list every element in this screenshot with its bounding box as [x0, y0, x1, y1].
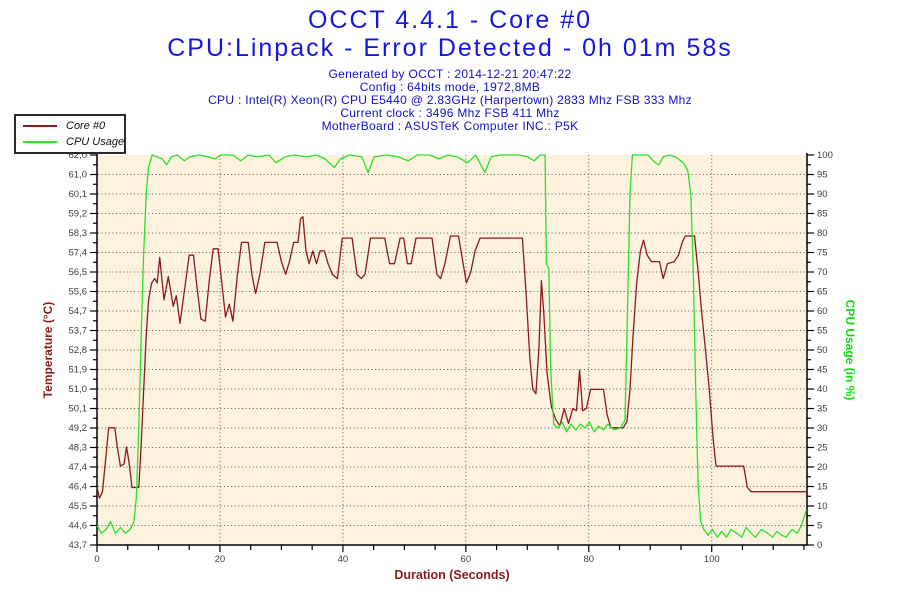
y-right-tick-label: 75 [817, 248, 828, 259]
y-right-tick-label: 90 [817, 189, 828, 200]
generation-info: Generated by OCCT : 2014-12-21 20:47:22 … [0, 68, 900, 133]
page-title: OCCT 4.4.1 - Core #0 [307, 6, 593, 34]
temperature-curve [96, 216, 807, 499]
y-right-tick-label: 35 [817, 404, 828, 415]
y-left-tick-label: 45,5 [69, 501, 88, 512]
legend-label-cpu-usage: CPU Usage [66, 136, 125, 148]
y-left-tick-label: 57,4 [69, 248, 88, 259]
y-left-tick-label: 52,8 [69, 345, 88, 356]
x-axis-title: Duration (Seconds) [394, 568, 509, 582]
y-left-tick-label: 61,0 [69, 170, 88, 181]
legend-item-core0: Core #0 [16, 118, 124, 134]
chart-legend: Core #0 CPU Usage [14, 114, 126, 154]
y-right-tick-label: 25 [817, 443, 828, 454]
tick-marks [90, 154, 814, 552]
y-right-axis-title: CPU Usage (in %) [843, 300, 857, 401]
info-generated-by: Generated by OCCT : 2014-12-21 20:47:22 [328, 67, 572, 81]
y-right-tick-label: 95 [817, 170, 828, 181]
y-right-tick-label: 45 [817, 365, 828, 376]
x-tick-label: 40 [338, 554, 349, 565]
y-left-tick-label: 50,1 [69, 404, 88, 415]
x-tick-label: 80 [583, 554, 594, 565]
plot-area [97, 155, 807, 545]
y-right-tick-label: 70 [817, 267, 828, 278]
y-right-tick-label: 30 [817, 423, 828, 434]
y-right-tick-label: 50 [817, 345, 828, 356]
y-right-tick-label: 40 [817, 384, 828, 395]
info-config: Config : 64bits mode, 1972,8MB [359, 80, 541, 94]
y-left-tick-label: 44,6 [69, 521, 88, 532]
y-left-tick-label: 51,9 [69, 365, 88, 376]
x-tick-label: 20 [215, 554, 226, 565]
y-left-tick-label: 53,7 [69, 326, 88, 337]
legend-label-core0: Core #0 [66, 120, 106, 132]
y-left-tick-label: 46,4 [69, 482, 88, 493]
x-tick-label: 0 [94, 554, 99, 565]
y-right-tick-label: 15 [817, 482, 828, 493]
axes [96, 153, 808, 546]
cpu-usage-line-swatch [23, 141, 57, 143]
core0-line-swatch [23, 125, 57, 127]
y-left-tick-label: 47,4 [69, 462, 88, 473]
grid [98, 155, 807, 544]
y-right-tick-label: 60 [817, 306, 828, 317]
y-left-tick-label: 56,5 [69, 267, 88, 278]
y-left-tick-label: 59,2 [69, 209, 88, 220]
y-left-tick-label: 62,0 [69, 150, 88, 161]
y-right-tick-label: 5 [817, 521, 822, 532]
tick-labels: 62,0 61,0 60,1 59,2 58,3 57,4 56,5 55,6 54,7 53,7… [69, 150, 833, 565]
y-left-tick-label: 55,6 [69, 287, 88, 298]
cpu-usage-curve [96, 154, 808, 538]
y-left-tick-label: 43,7 [69, 540, 88, 551]
x-tick-label: 60 [461, 554, 472, 565]
y-right-tick-label: 55 [817, 326, 828, 337]
page-subtitle: CPU:Linpack - Error Detected - 0h 01m 58… [167, 34, 733, 62]
y-left-axis-title: Temperature (°C) [41, 302, 55, 399]
info-motherboard: MotherBoard : ASUSTeK Computer INC.: P5K [321, 119, 579, 133]
y-right-tick-label: 85 [817, 209, 828, 220]
y-left-tick-label: 48,3 [69, 443, 88, 454]
y-left-tick-label: 54,7 [69, 306, 88, 317]
x-tick-label: 100 [704, 554, 720, 565]
y-left-tick-label: 49,2 [69, 423, 88, 434]
y-right-tick-label: 0 [817, 540, 822, 551]
y-left-tick-label: 51,0 [69, 384, 88, 395]
info-cpu: CPU : Intel(R) Xeon(R) CPU E5440 @ 2.83G… [208, 93, 692, 107]
y-right-tick-label: 10 [817, 501, 828, 512]
y-right-tick-label: 65 [817, 287, 828, 298]
y-right-tick-label: 20 [817, 462, 828, 473]
y-left-tick-label: 60,1 [69, 189, 88, 200]
y-right-tick-label: 80 [817, 228, 828, 239]
y-left-tick-label: 58,3 [69, 228, 88, 239]
legend-item-cpu-usage: CPU Usage [16, 134, 124, 150]
y-right-tick-label: 100 [817, 150, 833, 161]
info-current-clock: Current clock : 3496 Mhz FSB 411 Mhz [340, 106, 560, 120]
